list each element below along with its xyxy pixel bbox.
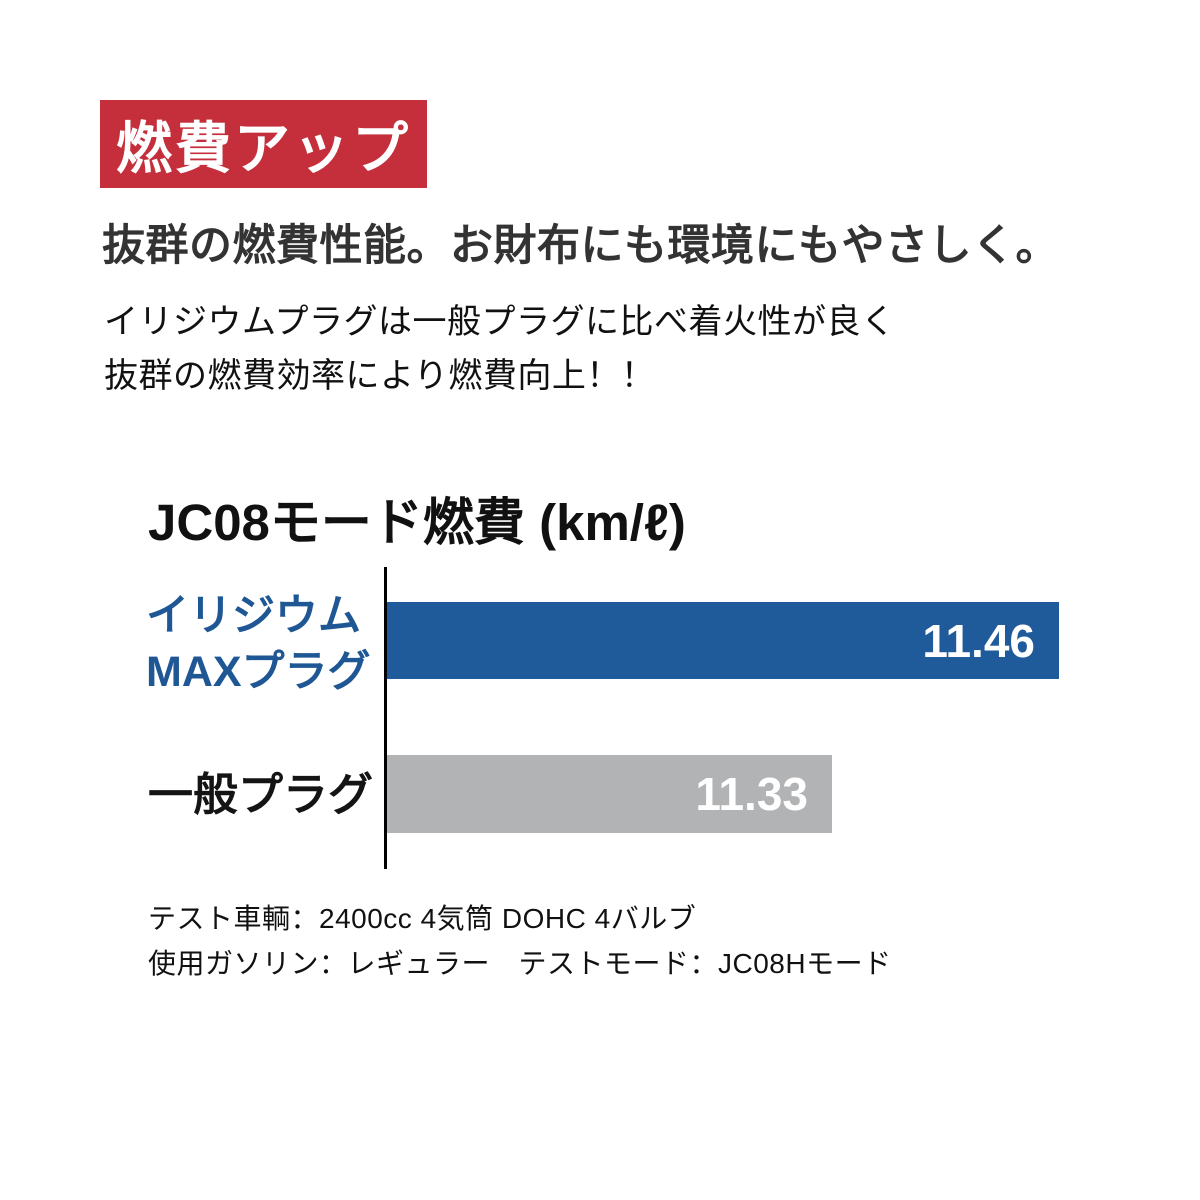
bar-value-standard: 11.33 [695, 768, 808, 820]
fuel-up-badge-label: 燃費アップ [116, 116, 411, 180]
body-text-line-1: イリジウムプラグは一般プラグに比べ着火性が良く [104, 303, 896, 341]
fuel-up-badge: 燃費アップ [100, 100, 427, 188]
bar-iridium-max-plug: 11.46 [387, 602, 1059, 679]
footnote-gasoline-testmode: 使用ガソリン：レギュラー テストモード：JC08Hモード [148, 948, 892, 979]
bar-label-iridium-line-2: MAXプラグ [146, 648, 371, 696]
bar-value-iridium: 11.46 [922, 614, 1035, 667]
chart-title: JC08モード燃費 (km/ℓ) [148, 494, 686, 551]
body-text-line-2: 抜群の燃費効率により燃費向上！！ [104, 357, 656, 395]
footnote-test-vehicle: テスト車輌：2400cc 4気筒 DOHC 4バルブ [148, 903, 697, 934]
bar-label-standard-plug: 一般プラグ [148, 770, 373, 820]
headline: 抜群の燃費性能。お財布にも環境にもやさしく。 [102, 222, 1059, 270]
bar-label-iridium-line-1: イリジウム [146, 592, 361, 640]
bar-standard-plug: 11.33 [387, 755, 832, 833]
bar-label-iridium-max-plug: イリジウム MAXプラグ [146, 588, 371, 700]
bar-label-standard-line-1: 一般プラグ [148, 769, 374, 820]
chart-axis-line [384, 567, 387, 869]
